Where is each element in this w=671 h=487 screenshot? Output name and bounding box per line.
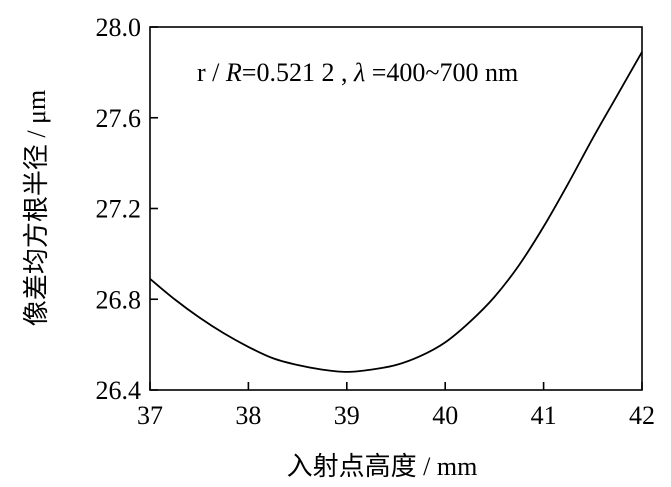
annotation-value: =0.521 2 ,	[242, 58, 354, 87]
x-axis: 37 38 39 40 41 42	[137, 382, 655, 430]
chart-annotation: r / R=0.521 2 , λ =400~700 nm	[197, 58, 518, 87]
y-axis-label: 像差均方根半径 / μm	[22, 90, 51, 326]
annotation-r: r /	[197, 58, 226, 87]
x-tick-label: 39	[334, 401, 360, 430]
annotation-range: =400~700 nm	[365, 58, 518, 87]
series-line	[149, 51, 643, 373]
x-axis-label: 入射点高度 / mm	[287, 452, 478, 481]
y-tick-label: 27.2	[96, 195, 142, 224]
x-tick-label: 42	[629, 401, 655, 430]
y-axis: 26.4 26.8 27.2 27.6 28.0	[96, 13, 158, 405]
x-tick-label: 41	[531, 401, 557, 430]
y-tick-label: 26.8	[96, 285, 142, 314]
y-tick-label: 27.6	[96, 104, 142, 133]
x-tick-label: 40	[432, 401, 458, 430]
y-tick-label: 26.4	[96, 376, 142, 405]
x-tick-label: 38	[235, 401, 261, 430]
annotation-R: R	[225, 58, 242, 87]
x-tick-label: 37	[137, 401, 163, 430]
annotation-lambda: λ	[353, 58, 365, 87]
y-tick-label: 28.0	[96, 13, 142, 42]
